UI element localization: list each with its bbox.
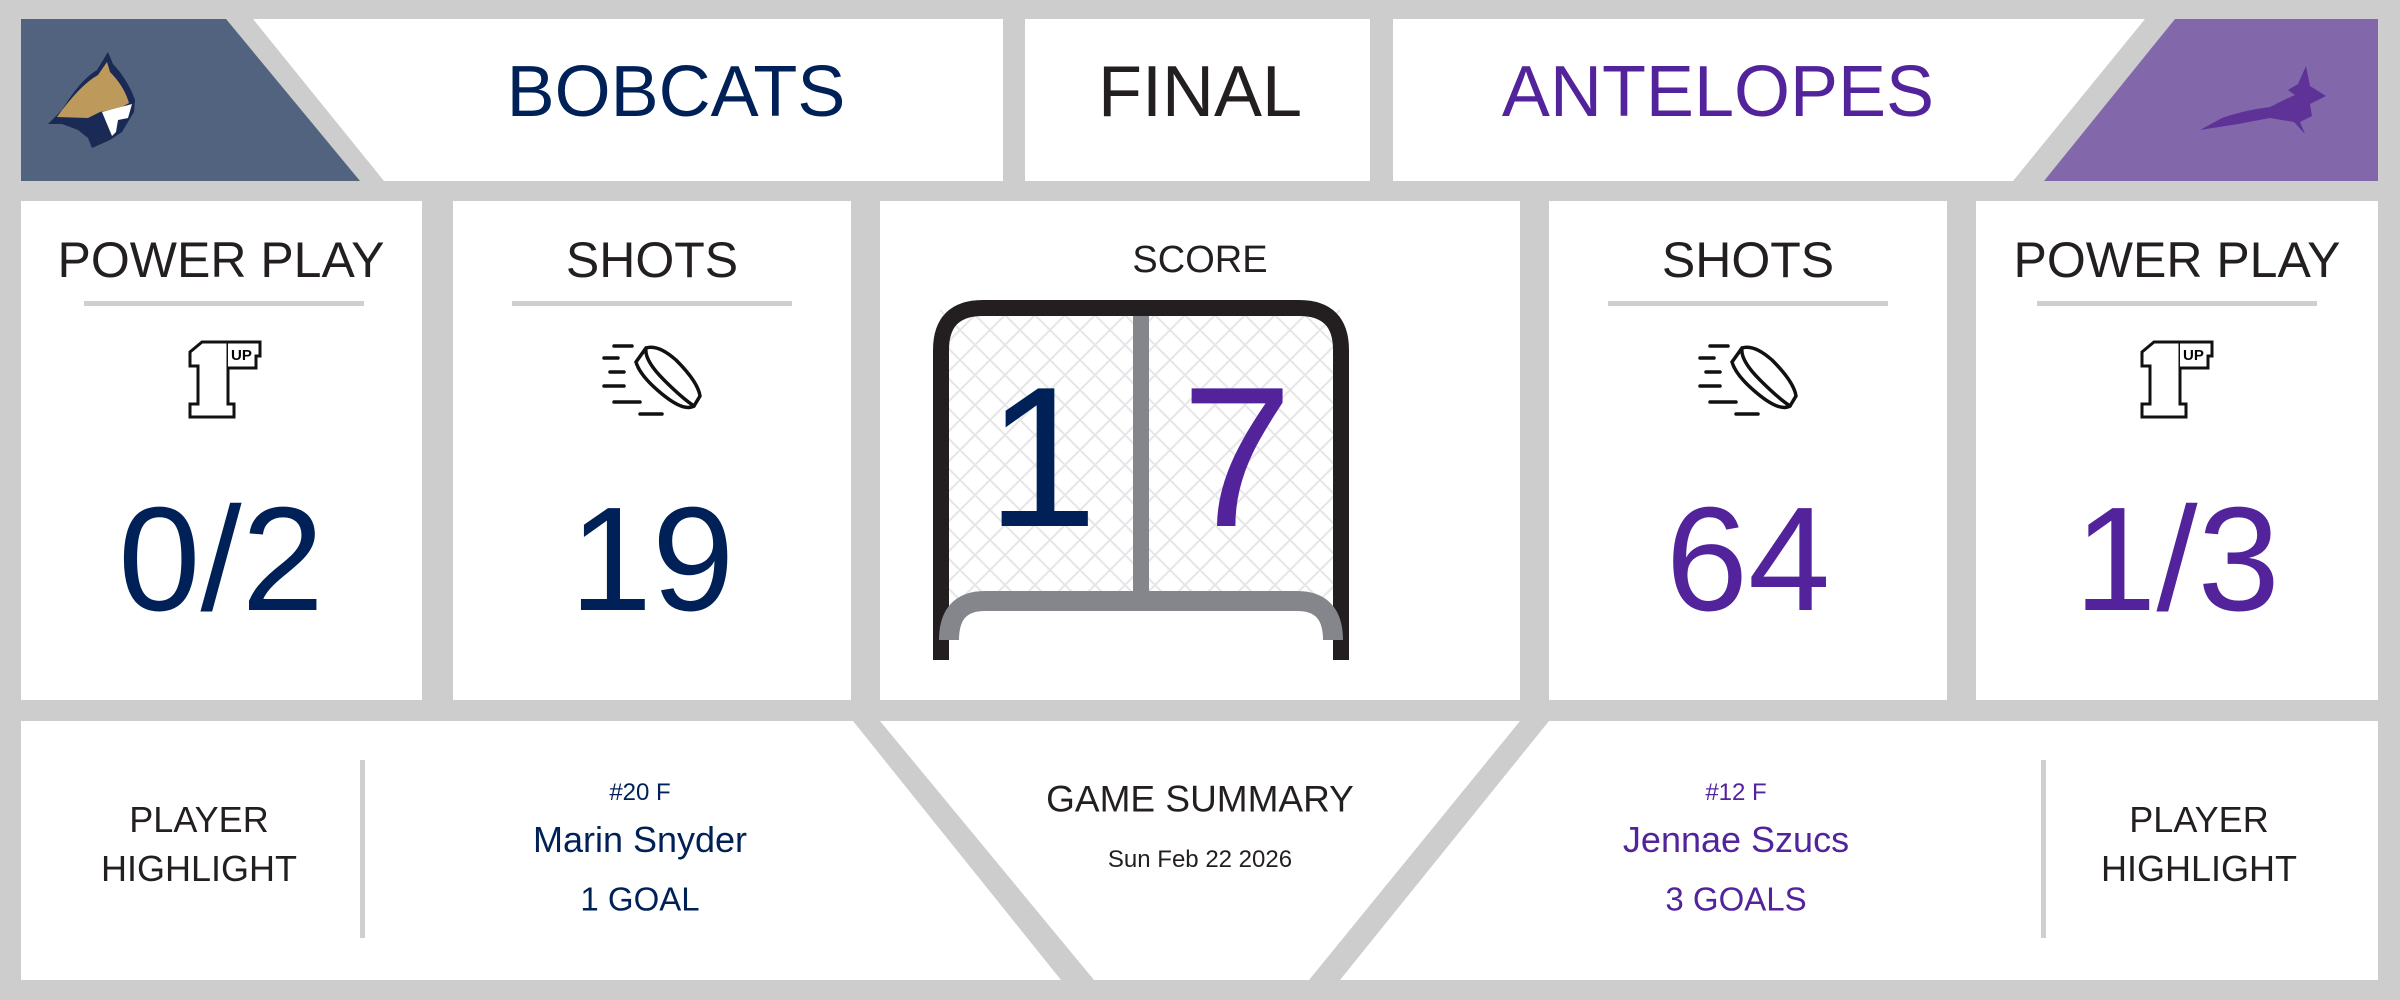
- away-player-name[interactable]: Jennae Szucs: [1622, 819, 1850, 860]
- antelope-logo-icon: [2200, 66, 2326, 134]
- divider: [360, 760, 365, 938]
- away-score: 7: [1181, 346, 1293, 569]
- home-shots-label: SHOTS: [565, 232, 739, 288]
- away-power-play-label: POWER PLAY: [2013, 232, 2341, 288]
- footer-away-panel: [1340, 721, 2378, 980]
- away-shots-card: [1549, 201, 1947, 700]
- svg-text:UP: UP: [2183, 347, 2204, 364]
- home-power-play-label: POWER PLAY: [57, 232, 385, 288]
- away-shots-value: 64: [1665, 477, 1831, 642]
- away-power-play-card: [1976, 201, 2378, 700]
- away-player-stat: 3 GOALS: [1665, 880, 1807, 918]
- divider: [84, 301, 364, 306]
- home-team-panel: [253, 19, 1003, 181]
- game-status: FINAL: [1097, 52, 1303, 132]
- away-shots-label: SHOTS: [1661, 232, 1835, 288]
- game-date: Sun Feb 22 2026: [1107, 846, 1293, 873]
- home-shots-card: [453, 201, 851, 700]
- home-power-play-card: [21, 201, 422, 700]
- footer-home-panel: [21, 721, 1061, 980]
- away-highlight-label-line2: HIGHLIGHT: [2100, 848, 2298, 889]
- away-team-panel: [1393, 19, 2145, 181]
- 1up-icon: UP: [188, 340, 262, 419]
- hockey-puck-icon: [602, 344, 702, 416]
- score-label: SCORE: [1132, 239, 1268, 281]
- divider: [512, 301, 792, 306]
- footer-summary-panel: [880, 721, 1520, 980]
- home-shots-value: 19: [569, 477, 735, 642]
- home-score: 1: [986, 346, 1098, 569]
- away-team-name: ANTELOPES: [1501, 52, 1935, 132]
- status-panel: [1025, 19, 1370, 181]
- away-logo-panel: [2044, 19, 2378, 181]
- home-highlight-label-line2: HIGHLIGHT: [100, 848, 298, 889]
- hockey-puck-icon: [1698, 344, 1798, 416]
- divider: [2041, 760, 2046, 938]
- divider: [1608, 301, 1888, 306]
- away-highlight-label-line1: PLAYER: [2129, 799, 2269, 840]
- home-player-number: #20 F: [609, 779, 671, 806]
- home-power-play-value: 0/2: [118, 477, 324, 642]
- game-summary-title[interactable]: GAME SUMMARY: [1046, 778, 1354, 820]
- home-highlight-label-line1: PLAYER: [129, 799, 269, 840]
- away-power-play-value: 1/3: [2074, 477, 2280, 642]
- svg-text:UP: UP: [231, 347, 252, 364]
- hockey-net: [933, 300, 1349, 660]
- home-player-name[interactable]: Marin Snyder: [532, 819, 748, 860]
- bobcat-logo-icon: [48, 52, 135, 148]
- divider: [2037, 301, 2317, 306]
- away-player-number: #12 F: [1705, 779, 1767, 806]
- home-player-stat: 1 GOAL: [580, 880, 700, 918]
- 1up-icon: UP: [2140, 340, 2214, 419]
- home-team-name: BOBCATS: [506, 52, 846, 132]
